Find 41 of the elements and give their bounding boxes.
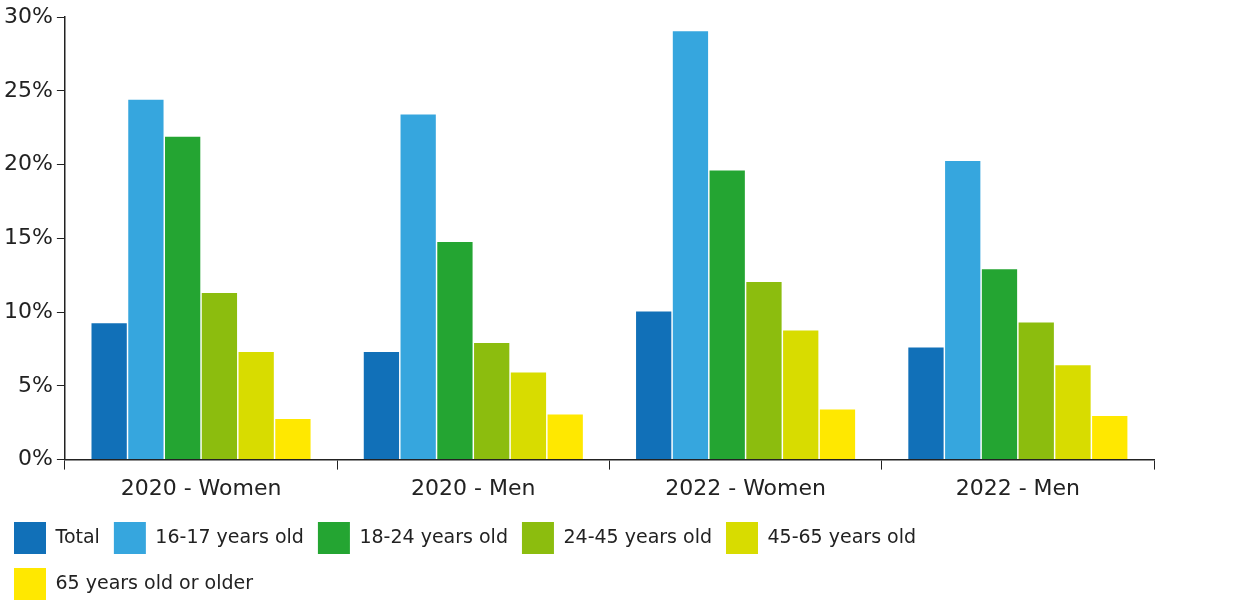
y-tick-label: 30% (3, 2, 53, 28)
y-tick-label: 15% (3, 224, 53, 250)
bar (981, 269, 1018, 460)
bar (275, 419, 311, 460)
bar (1092, 416, 1128, 460)
x-tick-label: 2022 - Women (665, 474, 826, 500)
bar (363, 351, 400, 460)
bar (1018, 322, 1054, 460)
legend-label: 45-65 years old (767, 524, 917, 547)
bar (746, 281, 782, 460)
legend-label: Total (54, 524, 100, 547)
y-tick-label: 20% (3, 150, 53, 176)
y-tick-label: 25% (3, 76, 53, 102)
legend-label: 24-45 years old (563, 524, 712, 547)
y-tick-label: 0% (17, 445, 53, 471)
bar (437, 242, 473, 460)
x-tick-label: 2020 - Women (120, 474, 282, 500)
bar (547, 414, 583, 460)
y-tick-label: 10% (3, 297, 53, 323)
bar (783, 330, 819, 460)
bar (165, 136, 201, 460)
bar (945, 160, 981, 460)
bar (474, 343, 510, 460)
bar (908, 347, 944, 460)
bar (672, 31, 709, 460)
bar (510, 372, 547, 460)
bar (128, 99, 164, 460)
bar (636, 311, 672, 460)
legend-label: 16-17 years old (155, 524, 304, 547)
bar (819, 409, 856, 460)
bar (238, 351, 274, 460)
x-tick-label: 2022 - Men (955, 474, 1081, 500)
legend-label: 18-24 years old (359, 524, 508, 547)
legend-label: 65 years old or older (55, 570, 254, 593)
bar (201, 292, 238, 460)
y-tick-label: 5% (17, 371, 53, 397)
x-tick-label: 2020 - Men (411, 474, 536, 500)
bar (709, 170, 745, 460)
bar (91, 323, 127, 460)
bar (1055, 365, 1091, 460)
bar (400, 114, 436, 460)
